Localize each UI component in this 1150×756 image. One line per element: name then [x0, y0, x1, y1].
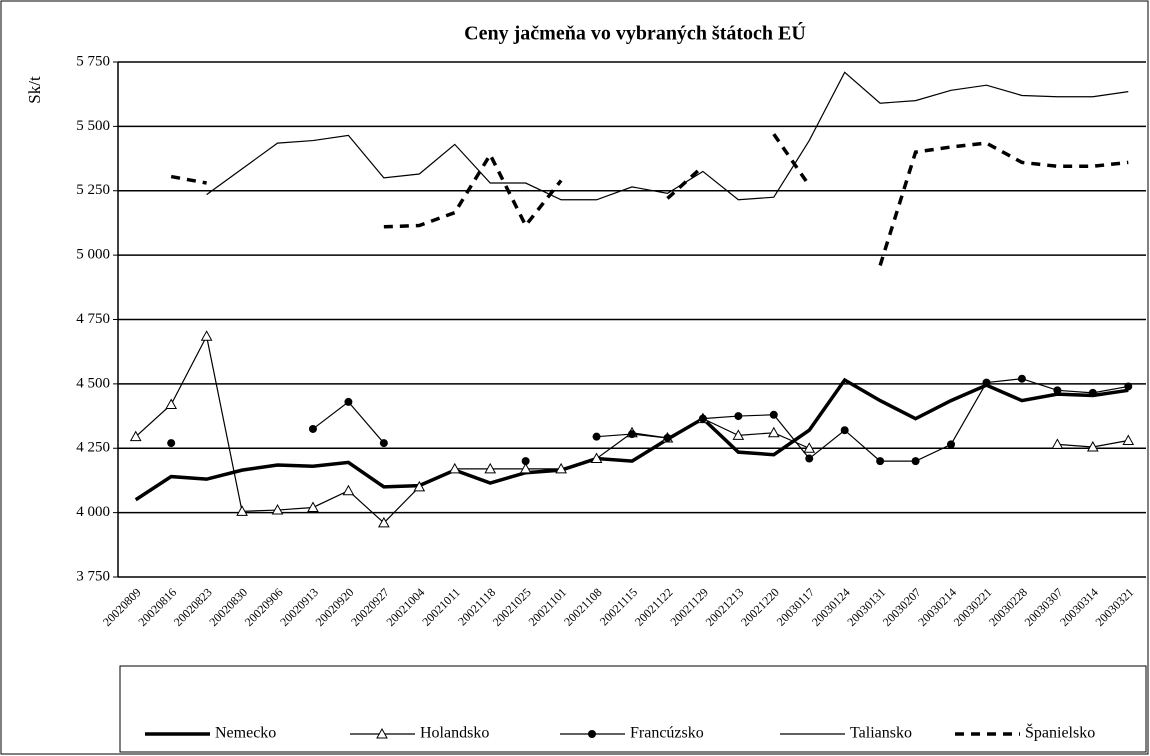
marker — [876, 457, 885, 466]
marker — [165, 398, 178, 409]
marker — [413, 480, 426, 492]
marker — [1122, 434, 1135, 446]
marker — [555, 462, 567, 474]
marker — [308, 424, 317, 433]
marker — [271, 504, 284, 515]
y-tick-label: 3 750 — [76, 568, 110, 584]
marker — [484, 462, 497, 474]
marker — [519, 462, 532, 474]
legend-label: Francúzsko — [630, 725, 704, 742]
series-line — [170, 133, 1129, 266]
legend-label: Nemecko — [215, 725, 276, 742]
y-tick-label: 4 750 — [76, 311, 110, 327]
marker — [588, 730, 596, 738]
marker — [947, 440, 956, 449]
marker — [840, 426, 849, 435]
marker — [592, 432, 601, 441]
y-tick-label: 5 250 — [76, 182, 110, 198]
marker — [167, 439, 176, 448]
marker — [1053, 386, 1062, 395]
y-tick-label: 4 500 — [76, 375, 110, 391]
marker — [376, 727, 388, 739]
marker — [698, 414, 707, 423]
legend-label: Španielsko — [1025, 723, 1095, 742]
y-tick-label: 5 750 — [76, 53, 110, 69]
marker — [911, 457, 920, 466]
marker — [628, 430, 636, 439]
marker — [732, 429, 745, 440]
marker — [803, 442, 816, 453]
y-tick-label: 4 000 — [76, 504, 110, 520]
marker — [982, 378, 991, 387]
marker — [1088, 388, 1097, 397]
y-tick-label: 5 500 — [76, 118, 110, 134]
marker — [200, 330, 213, 341]
series-line — [206, 71, 1129, 201]
marker — [663, 433, 672, 442]
marker — [379, 439, 388, 448]
marker — [1124, 382, 1133, 391]
marker — [342, 484, 355, 496]
y-tick-label: 5 000 — [76, 247, 110, 263]
marker — [1086, 440, 1099, 452]
y-tick-label: 4 250 — [76, 440, 110, 456]
legend-label: Taliansko — [850, 725, 912, 742]
marker — [448, 462, 461, 474]
marker — [769, 410, 778, 419]
marker — [805, 454, 814, 463]
marker — [1051, 438, 1064, 449]
series-line — [134, 377, 1129, 502]
y-axis-label: Sk/t — [25, 76, 44, 104]
marker — [590, 452, 603, 464]
marker — [767, 426, 780, 438]
marker — [378, 516, 390, 528]
marker — [307, 501, 319, 512]
marker — [521, 457, 530, 466]
marker — [1017, 374, 1026, 383]
legend-box — [119, 665, 1147, 753]
marker — [734, 412, 743, 421]
marker — [344, 397, 353, 406]
chart-title: Ceny jačmeňa vo vybraných štátoch EÚ — [464, 21, 806, 45]
legend-label: Holandsko — [420, 725, 489, 742]
marker — [129, 430, 142, 442]
marker — [236, 505, 248, 516]
